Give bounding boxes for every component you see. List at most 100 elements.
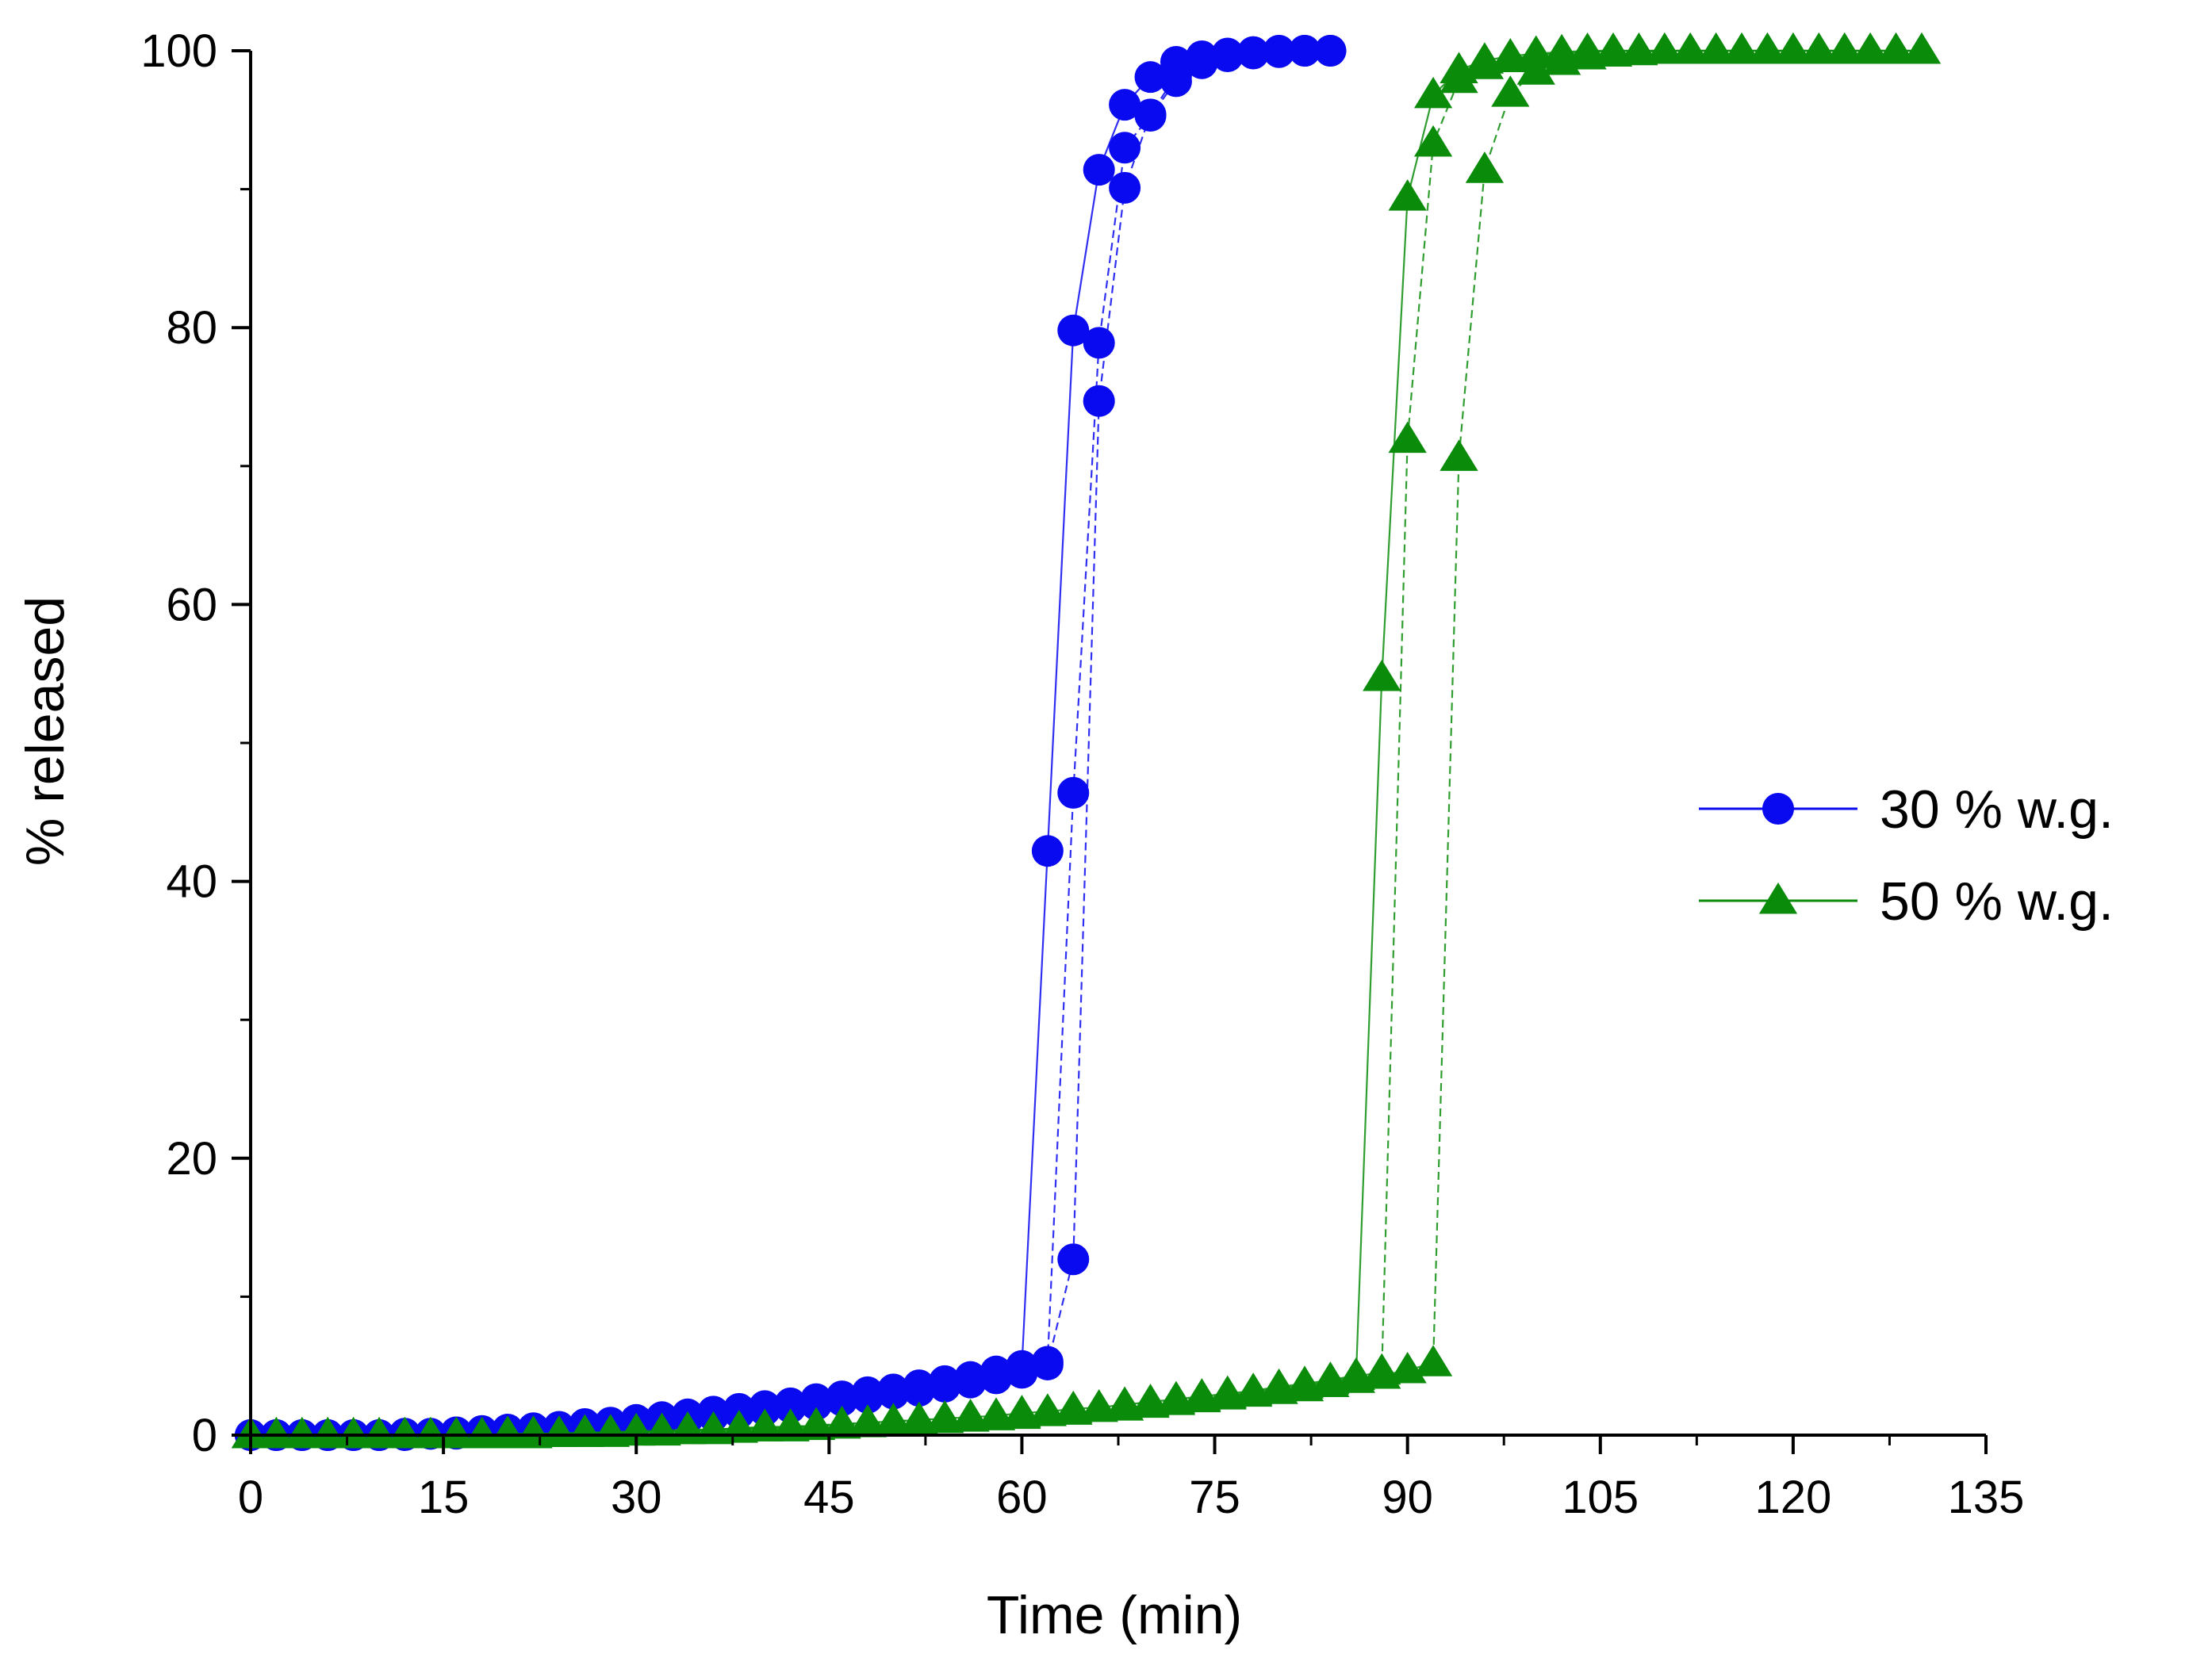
- data-point: [877, 1377, 910, 1410]
- x-tick-label: 15: [418, 1472, 470, 1523]
- x-tick-label: 135: [1948, 1472, 2025, 1523]
- data-point: [1413, 124, 1453, 157]
- series-line: [251, 49, 1922, 1437]
- data-point: [1031, 1348, 1064, 1380]
- y-tick-label: 0: [192, 1410, 217, 1461]
- data-point: [1234, 1375, 1273, 1407]
- data-point: [851, 1381, 884, 1414]
- series-line: [251, 49, 1331, 1437]
- data-point: [1186, 44, 1218, 77]
- data-point: [1057, 1243, 1090, 1276]
- data-point: [565, 1415, 604, 1447]
- data-point: [617, 1414, 656, 1446]
- data-point: [1388, 421, 1427, 454]
- data-point: [771, 1410, 810, 1441]
- y-tick-label: 40: [166, 856, 217, 908]
- data-point: [1134, 61, 1167, 94]
- data-point: [385, 1417, 424, 1449]
- data-point: [1057, 314, 1090, 346]
- data-point: [1109, 89, 1141, 121]
- data-point: [1465, 151, 1505, 183]
- data-point: [411, 1417, 450, 1449]
- data-point: [1491, 75, 1530, 107]
- data-point: [257, 1417, 296, 1449]
- data-point: [1183, 1380, 1221, 1413]
- data-point: [1031, 835, 1064, 867]
- legend-label: 30 % w.g.: [1880, 779, 2114, 840]
- data-point: [539, 1415, 579, 1447]
- data-point: [309, 1417, 347, 1449]
- data-point: [1211, 39, 1244, 71]
- series-line: [251, 49, 1331, 1437]
- data-point: [462, 1417, 501, 1449]
- x-axis-title: Time (min): [987, 1585, 1242, 1645]
- data-point: [1902, 33, 1942, 64]
- data-point: [1773, 33, 1813, 64]
- x-tick-label: 60: [996, 1472, 1048, 1523]
- data-point: [1568, 37, 1607, 70]
- series-line: [251, 49, 1922, 1437]
- data-point: [1131, 1386, 1170, 1418]
- data-point: [1057, 776, 1090, 809]
- data-point: [1083, 154, 1115, 186]
- data-point: [954, 1366, 987, 1399]
- data-point: [874, 1404, 913, 1436]
- data-point: [1263, 35, 1295, 67]
- data-point: [359, 1417, 399, 1449]
- data-point: [591, 1415, 630, 1447]
- data-point: [822, 1407, 861, 1439]
- data-point: [1105, 1389, 1144, 1421]
- data-point: [1850, 33, 1890, 64]
- data-point: [1054, 1393, 1093, 1425]
- x-tick-label: 30: [611, 1472, 662, 1523]
- data-point: [1877, 33, 1915, 64]
- data-point: [514, 1417, 553, 1449]
- legend-label: 50 % w.g.: [1880, 871, 2114, 932]
- data-point: [951, 1400, 990, 1432]
- data-point: [1109, 132, 1141, 164]
- y-tick-label: 20: [166, 1133, 217, 1185]
- data-point: [642, 1414, 681, 1446]
- y-tick-label: 80: [166, 302, 217, 354]
- data-point: [1109, 171, 1141, 204]
- data-point: [488, 1417, 527, 1449]
- y-axis-title: % released: [15, 596, 75, 866]
- data-point: [1002, 1397, 1041, 1430]
- legend: 30 % w.g. 50 % w.g.: [1699, 779, 2114, 932]
- x-tick-label: 90: [1382, 1472, 1433, 1523]
- data-point: [1748, 33, 1787, 64]
- data-point: [903, 1375, 935, 1407]
- data-point: [1388, 179, 1427, 211]
- data-point: [334, 1417, 373, 1449]
- data-point: [1363, 659, 1401, 691]
- x-tick-label: 75: [1189, 1472, 1240, 1523]
- data-point: [1314, 35, 1347, 67]
- data-point: [929, 1370, 961, 1403]
- data-point: [1134, 98, 1167, 131]
- series-1: [235, 35, 1347, 1451]
- series-line: [251, 49, 1922, 1437]
- data-point: [826, 1384, 858, 1417]
- data-point: [1289, 35, 1321, 67]
- data-point: [1006, 1357, 1038, 1389]
- data-point: [1516, 53, 1555, 85]
- data-point: [1671, 33, 1710, 64]
- data-point: [980, 1362, 1013, 1395]
- y-tick-label: 60: [166, 579, 217, 630]
- legend-marker: [1758, 882, 1798, 914]
- y-tick-label: 100: [140, 25, 217, 77]
- data-point: [1620, 33, 1658, 66]
- x-tick-label: 0: [238, 1472, 263, 1523]
- data-point: [282, 1417, 321, 1449]
- data-point: [774, 1392, 807, 1424]
- data-point: [1208, 1378, 1247, 1410]
- data-point: [899, 1403, 938, 1435]
- data-point: [1413, 1345, 1453, 1376]
- x-tick-label: 45: [803, 1472, 855, 1523]
- data-point: [1440, 61, 1478, 94]
- data-point: [437, 1417, 476, 1449]
- x-tick-label: 120: [1754, 1472, 1831, 1523]
- data-point: [746, 1410, 784, 1441]
- data-point: [976, 1399, 1016, 1430]
